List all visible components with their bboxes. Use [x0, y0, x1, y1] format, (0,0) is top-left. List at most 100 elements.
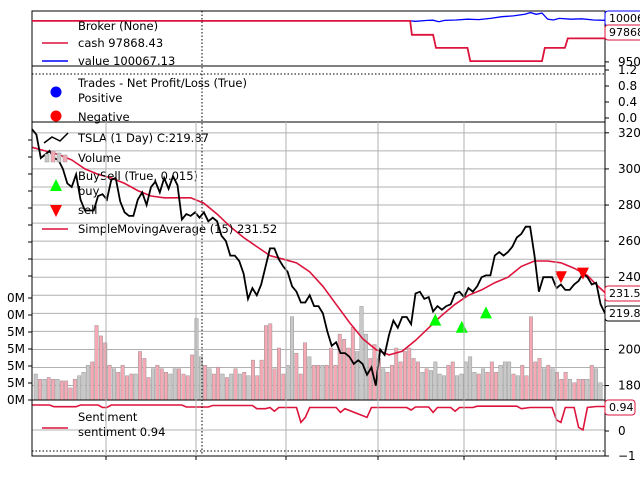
- volume-bar-123: [568, 379, 572, 401]
- sentiment-tick-label-0: 0: [618, 424, 626, 438]
- price-legend-swatch: [43, 132, 69, 144]
- broker-legend-title: Broker (None): [78, 19, 158, 33]
- sell-marker-0: [554, 271, 567, 284]
- volume-bar-82: [390, 365, 394, 401]
- volume-legend-label: Volume: [78, 151, 121, 165]
- volume-bar-100: [468, 356, 473, 401]
- volume-bar-118: [546, 365, 551, 401]
- volume-bar-88: [416, 361, 420, 401]
- volume-bar-4: [51, 379, 56, 401]
- volume-bar-20: [120, 365, 125, 401]
- volume-bar-27: [151, 368, 155, 401]
- volume-bar-31: [168, 373, 173, 401]
- sma-legend-label: SimpleMovingAverage (15) 231.52: [78, 222, 277, 236]
- volume-bar-32: [172, 368, 177, 401]
- volume-bar-61: [298, 373, 303, 401]
- volume-bar-107: [498, 365, 503, 401]
- volume-bar-62: [303, 342, 307, 401]
- volume-tick-label-0: 0M: [7, 393, 25, 407]
- volume-bar-21: [124, 375, 129, 401]
- sentiment-legend: Sentiment sentiment 0.94: [42, 410, 165, 439]
- sma-line: [31, 146, 606, 356]
- volume-bar-102: [476, 373, 481, 401]
- trade-markers: [429, 267, 589, 333]
- volume-bar-127: [585, 379, 590, 401]
- volume-bar-111: [515, 375, 520, 401]
- volume-bar-28: [155, 365, 160, 401]
- volume-axis-ticks: 0M 5M 5M 5M 5M 0M 0M: [7, 139, 32, 407]
- volume-bar-65: [316, 365, 320, 401]
- volume-bar-96: [450, 361, 455, 401]
- price-legend: TSLA (1 Day) C:219.87 Volume BuySell (Tr…: [42, 131, 277, 236]
- volume-bar-9: [72, 379, 77, 401]
- volume-bar-113: [524, 375, 529, 401]
- volume-bar-80: [381, 368, 386, 401]
- volume-bar-116: [537, 358, 542, 401]
- volume-bar-128: [589, 365, 594, 401]
- volume-bar-90: [424, 368, 429, 401]
- volume-bar-42: [216, 366, 221, 401]
- volume-bar-51: [255, 375, 260, 401]
- volume-bar-24: [137, 351, 142, 401]
- volume-bar-89: [420, 372, 425, 401]
- buy-marker-2: [479, 306, 492, 319]
- volume-bar-33: [177, 368, 181, 401]
- cash-badge: 97868: [604, 24, 640, 41]
- sentiment-frame: [31, 399, 606, 457]
- volume-bar-54: [268, 323, 273, 401]
- volume-legend-swatch: [44, 150, 68, 163]
- volume-bar-22: [129, 373, 134, 401]
- price-legend-label: TSLA (1 Day) C:219.87: [77, 131, 209, 145]
- volume-bar-39: [203, 365, 208, 401]
- volume-bar-87: [411, 358, 416, 401]
- volume-bar-41: [211, 373, 216, 401]
- volume-bar-84: [398, 361, 403, 401]
- volume-bar-44: [224, 377, 229, 401]
- cash-line: [32, 19, 605, 62]
- volume-bar-81: [385, 372, 390, 401]
- volume-bar-57: [281, 373, 286, 401]
- negative-legend-marker: [50, 110, 62, 122]
- price-tick-label-3: 240: [618, 270, 640, 284]
- volume-bar-5: [55, 379, 60, 401]
- volume-bar-12: [85, 365, 90, 401]
- volume-bar-130: [598, 382, 603, 401]
- volume-bar-11: [81, 372, 86, 401]
- volume-bar-10: [77, 375, 82, 401]
- sell-legend-marker: [50, 205, 62, 217]
- sentiment-panel: 0 −1 Sentiment sentiment 0.94 0.94: [31, 399, 636, 463]
- volume-bar-93: [437, 373, 442, 401]
- volume-bar-103: [481, 368, 486, 401]
- volume-bar-63: [307, 356, 312, 401]
- close-badge-text: 219.8: [609, 307, 640, 320]
- price-panel: 180200220240260280300320 0M5M5M5M5M0M0M …: [7, 121, 640, 407]
- x-axis-ticks: [105, 456, 557, 460]
- volume-bars: [33, 306, 603, 401]
- trades-legend-title: Trades - Net Profit/Loss (True): [77, 76, 247, 90]
- volume-bar-1: [38, 379, 42, 401]
- price-tick-label-4: 260: [618, 234, 640, 248]
- trades-tick-label-3: 1.2: [618, 63, 637, 77]
- trades-axis-ticks: 0.0 0.4 0.8 1.2: [605, 63, 637, 125]
- volume-bar-49: [246, 375, 251, 401]
- volume-tick-label-5: 0M: [7, 308, 25, 322]
- volume-bar-15: [98, 335, 103, 401]
- volume-bar-108: [502, 361, 507, 401]
- volume-bar-91: [429, 370, 433, 401]
- trades-tick-label-2: 0.8: [618, 79, 637, 93]
- cash-badge-text: 97868: [609, 26, 640, 39]
- volume-bar-29: [159, 368, 164, 401]
- buy-marker-1: [455, 320, 468, 333]
- volume-bar-67: [324, 365, 329, 401]
- sentiment-tick-label-1: −1: [618, 449, 636, 463]
- volume-tick-label-6: 0M: [7, 291, 25, 305]
- volume-bar-25: [142, 358, 147, 401]
- price-tick-label-6: 300: [618, 162, 640, 176]
- price-tick-label-5: 280: [618, 198, 640, 212]
- sentiment-badge-text: 0.94: [609, 401, 634, 414]
- volume-bar-104: [485, 372, 490, 401]
- sentiment-axis-ticks: 0 −1: [605, 424, 636, 463]
- buysell-legend-title: BuySell (True, 0.015): [78, 169, 198, 183]
- volume-bar-115: [533, 361, 538, 401]
- broker-tick-label-0: 9500: [618, 55, 640, 69]
